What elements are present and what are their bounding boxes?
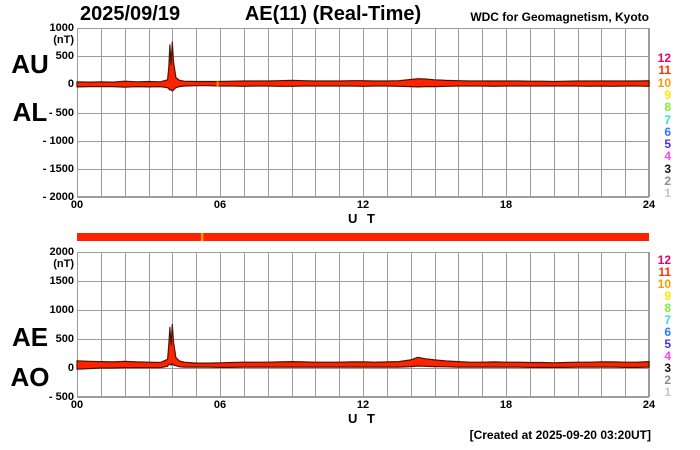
legend-station-count-4: 4 <box>664 349 671 363</box>
xtick-label: 12 <box>356 399 370 411</box>
ytick-label: 1000 <box>49 304 74 316</box>
xtick-label: 24 <box>642 399 656 411</box>
legend-station-count-3: 3 <box>664 361 671 375</box>
ytick-label: 0 <box>67 78 74 91</box>
ao-label: AO <box>10 362 50 392</box>
legend-station-count-6: 6 <box>664 325 671 339</box>
x-axis-label: U T <box>348 211 378 226</box>
xtick-label: 06 <box>213 199 227 211</box>
trace-band-au-al <box>76 41 650 92</box>
legend-station-count-9: 9 <box>664 289 671 303</box>
legend-station-count-5: 5 <box>664 137 671 152</box>
ytick-label: 500 <box>55 50 74 63</box>
legend-station-count-2: 2 <box>664 373 671 387</box>
ytick-label: - 2000 <box>42 191 74 203</box>
xtick-label: 06 <box>213 399 227 411</box>
ytick-label: 1000 <box>49 22 74 34</box>
ytick-label: 1500 <box>49 275 74 287</box>
legend-station-count-4: 4 <box>664 149 671 164</box>
legend-station-count-5: 5 <box>664 337 671 351</box>
plot-title: AE(11) (Real-Time) <box>244 3 422 25</box>
al-label: AL <box>12 97 48 127</box>
ytick-label: - 500 <box>48 391 74 403</box>
band-gap-tick <box>216 81 219 87</box>
legend-station-count-10: 10 <box>657 277 671 291</box>
trace-band-ae-ao <box>76 323 650 370</box>
x-axis-label: U T <box>348 411 378 426</box>
legend-station-count-1: 1 <box>664 385 671 399</box>
legend-station-count-1: 1 <box>664 186 671 201</box>
xtick-label: 24 <box>642 199 656 211</box>
legend-station-count-12: 12 <box>657 51 671 65</box>
grid-panel-0 <box>77 28 650 198</box>
availability-bar <box>77 233 649 241</box>
y-unit-label: (nT) <box>53 258 74 270</box>
ytick-label: 0 <box>67 362 74 374</box>
xtick-label: 00 <box>70 399 84 411</box>
legend-station-count-8: 8 <box>664 100 671 115</box>
created-timestamp: [Created at 2025-09-20 03:20UT] <box>469 428 651 442</box>
grid-panel-1 <box>77 252 650 398</box>
legend-station-count-6: 6 <box>664 124 671 139</box>
legend-station-count-7: 7 <box>664 112 671 127</box>
legend-station-count-2: 2 <box>664 174 671 188</box>
xtick-label: 12 <box>356 199 370 211</box>
au-label: AU <box>11 49 49 79</box>
source-credit: WDC for Geomagnetism, Kyoto <box>470 10 649 24</box>
xtick-label: 18 <box>499 399 513 411</box>
legend-station-count-11: 11 <box>658 265 671 279</box>
date-label: 2025/09/19 <box>80 3 181 25</box>
ytick-label: - 1500 <box>42 162 74 175</box>
ytick-label: - 1000 <box>42 134 74 147</box>
ytick-label: 2000 <box>49 246 74 258</box>
xtick-label: 00 <box>70 199 84 211</box>
ytick-label: 500 <box>55 333 74 345</box>
legend-station-count-3: 3 <box>664 161 671 176</box>
xtick-label: 18 <box>499 199 513 211</box>
legend-station-count-7: 7 <box>664 313 671 327</box>
y-unit-label: (nT) <box>53 34 74 46</box>
ytick-label: - 500 <box>48 106 74 119</box>
legend-station-count-9: 9 <box>664 87 671 102</box>
ae-label: AE <box>11 322 49 352</box>
legend-station-count-10: 10 <box>657 75 671 90</box>
legend-station-count-11: 11 <box>658 63 671 78</box>
legend-station-count-8: 8 <box>664 301 671 315</box>
legend-station-count-12: 12 <box>657 253 671 267</box>
availability-gap-tick <box>200 233 204 241</box>
